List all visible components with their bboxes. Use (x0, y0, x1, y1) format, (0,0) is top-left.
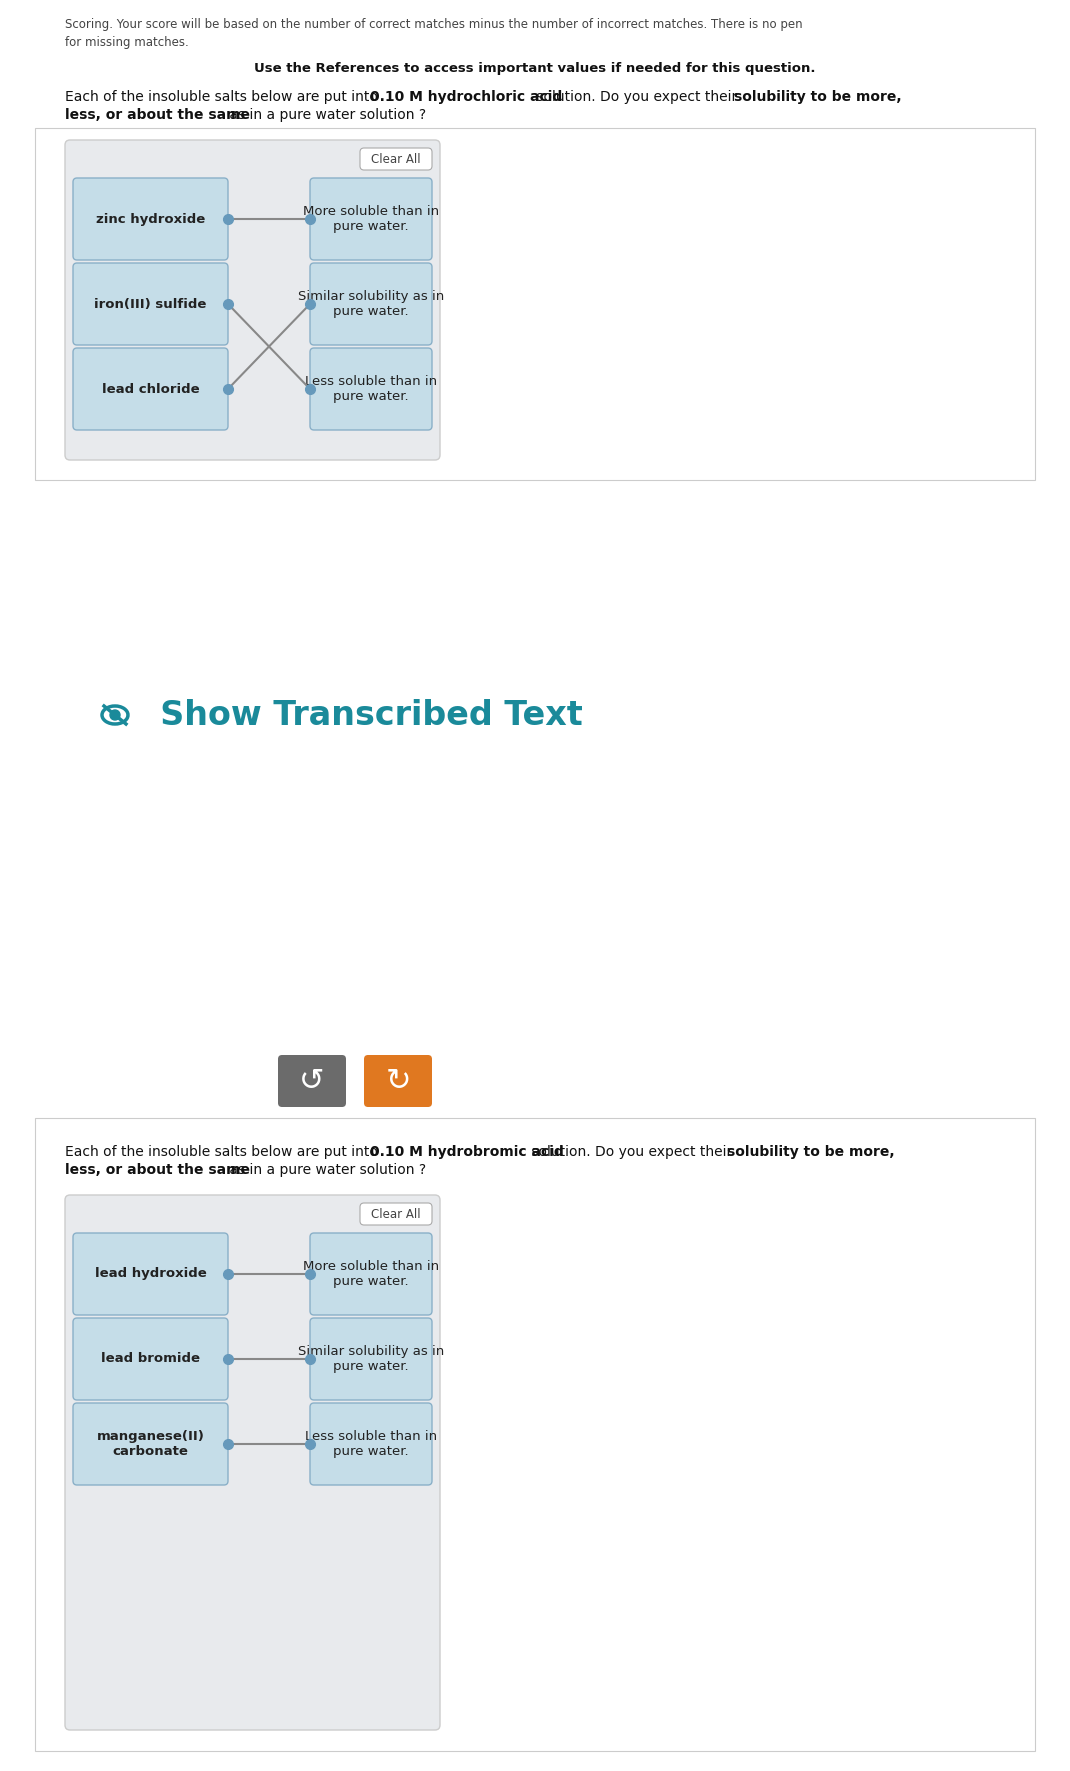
Text: solution. Do you expect their: solution. Do you expect their (528, 1146, 736, 1158)
FancyBboxPatch shape (360, 1203, 432, 1226)
FancyBboxPatch shape (65, 140, 440, 460)
Text: 0.10 M hydrobromic acid: 0.10 M hydrobromic acid (370, 1146, 564, 1158)
Text: as in a pure water solution ?: as in a pure water solution ? (225, 1164, 426, 1178)
FancyBboxPatch shape (73, 1318, 228, 1401)
Text: ↺: ↺ (300, 1066, 325, 1096)
Text: Less soluble than in
pure water.: Less soluble than in pure water. (305, 375, 437, 404)
Text: manganese(II)
carbonate: manganese(II) carbonate (96, 1429, 204, 1458)
FancyBboxPatch shape (310, 1233, 432, 1316)
Text: Clear All: Clear All (371, 1208, 421, 1220)
FancyBboxPatch shape (310, 347, 432, 430)
FancyBboxPatch shape (360, 149, 432, 170)
Bar (35, 1118, 1035, 1752)
FancyBboxPatch shape (310, 179, 432, 260)
Text: lead hydroxide: lead hydroxide (94, 1268, 207, 1280)
Text: less, or about the same: less, or about the same (65, 1164, 250, 1178)
Text: Use the References to access important values if needed for this question.: Use the References to access important v… (255, 62, 815, 74)
FancyBboxPatch shape (310, 1403, 432, 1486)
Text: lead chloride: lead chloride (102, 383, 199, 395)
FancyBboxPatch shape (73, 1403, 228, 1486)
FancyBboxPatch shape (65, 1195, 440, 1730)
FancyBboxPatch shape (278, 1056, 346, 1107)
FancyBboxPatch shape (310, 264, 432, 345)
FancyBboxPatch shape (73, 264, 228, 345)
FancyBboxPatch shape (73, 1233, 228, 1316)
Text: zinc hydroxide: zinc hydroxide (96, 213, 205, 225)
Text: 0.10 M hydrochloric acid: 0.10 M hydrochloric acid (370, 90, 562, 104)
Text: Each of the insoluble salts below are put into: Each of the insoluble salts below are pu… (65, 1146, 382, 1158)
Text: Each of the insoluble salts below are put into: Each of the insoluble salts below are pu… (65, 90, 382, 104)
Bar (35, 128, 1035, 480)
Text: Similar solubility as in
pure water.: Similar solubility as in pure water. (297, 1344, 444, 1373)
Text: Less soluble than in
pure water.: Less soluble than in pure water. (305, 1429, 437, 1458)
Text: lead bromide: lead bromide (101, 1353, 200, 1365)
Text: solubility to be more,: solubility to be more, (734, 90, 902, 104)
Circle shape (110, 710, 120, 721)
FancyBboxPatch shape (364, 1056, 432, 1107)
Text: More soluble than in
pure water.: More soluble than in pure water. (303, 1259, 439, 1288)
Text: Scoring. Your score will be based on the number of correct matches minus the num: Scoring. Your score will be based on the… (65, 18, 802, 32)
Text: Similar solubility as in
pure water.: Similar solubility as in pure water. (297, 290, 444, 319)
FancyBboxPatch shape (73, 347, 228, 430)
Text: More soluble than in
pure water.: More soluble than in pure water. (303, 205, 439, 234)
Text: solution. Do you expect their: solution. Do you expect their (532, 90, 742, 104)
Text: ↻: ↻ (385, 1066, 411, 1096)
Text: solubility to be more,: solubility to be more, (727, 1146, 895, 1158)
Text: for missing matches.: for missing matches. (65, 35, 188, 50)
Text: iron(III) sulfide: iron(III) sulfide (94, 298, 207, 310)
Text: as in a pure water solution ?: as in a pure water solution ? (225, 108, 426, 122)
Text: less, or about the same: less, or about the same (65, 108, 250, 122)
FancyBboxPatch shape (310, 1318, 432, 1401)
FancyBboxPatch shape (73, 179, 228, 260)
Text: Show Transcribed Text: Show Transcribed Text (137, 698, 583, 731)
Text: Clear All: Clear All (371, 152, 421, 165)
